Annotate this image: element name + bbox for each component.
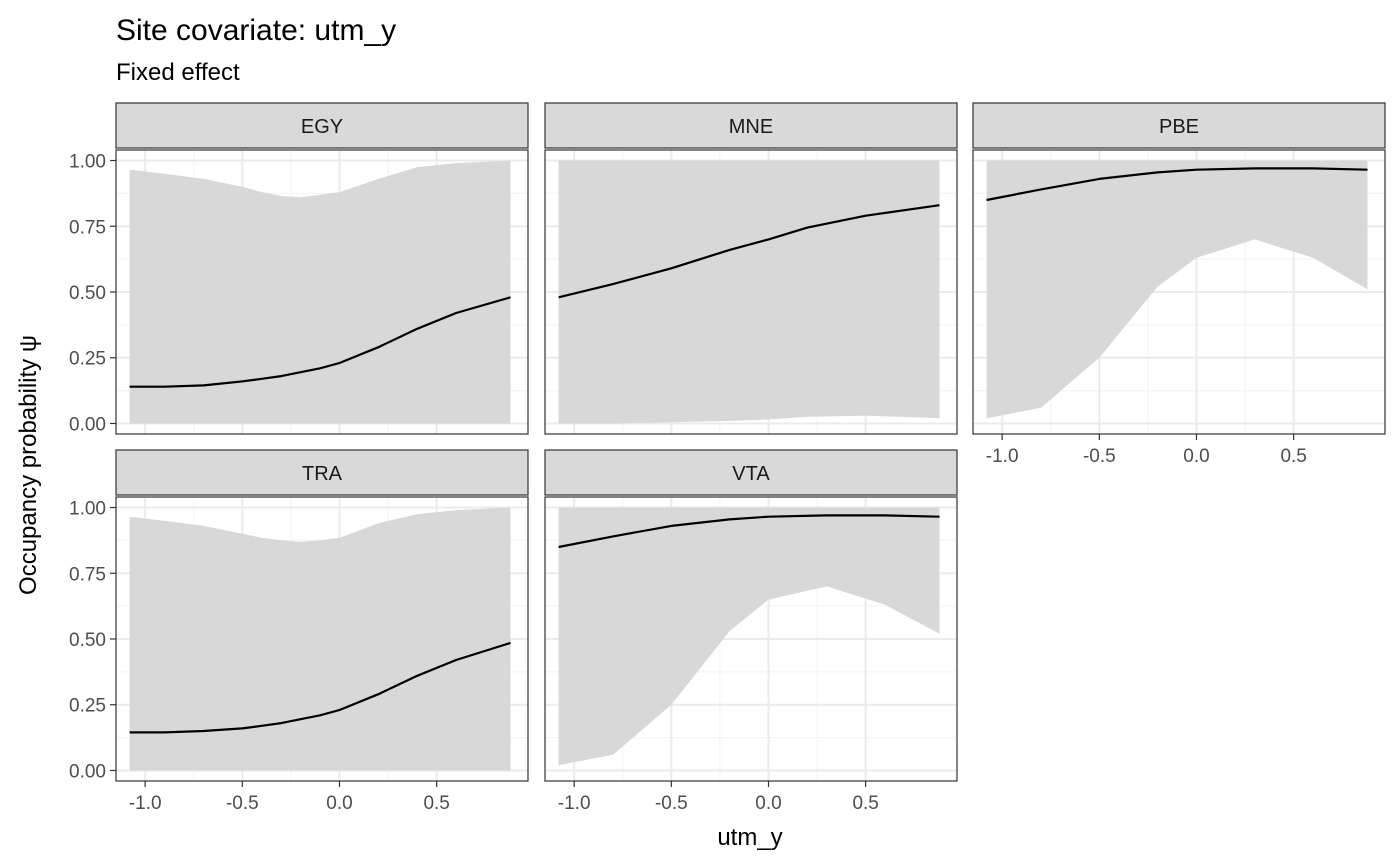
- strip-label: MNE: [729, 116, 773, 138]
- panel-border: [972, 149, 1386, 435]
- x-tick-label: -0.5: [655, 793, 688, 814]
- y-tick-label: 0.25: [69, 349, 106, 370]
- x-tick-label: -1.0: [129, 793, 162, 814]
- mean-line: [986, 167, 1368, 202]
- confidence-ribbon: [986, 160, 1368, 419]
- strip-label: EGY: [301, 116, 343, 138]
- panel-border: [544, 496, 958, 782]
- x-tick-label: -0.5: [1083, 446, 1116, 467]
- strip-background: [544, 449, 958, 496]
- strip-background: [544, 102, 958, 149]
- y-tick-label: 0.25: [69, 696, 106, 717]
- panel-vta: VTA -1.0 -0.5 0.0 0.5: [544, 449, 958, 814]
- x-tick-label: 0.0: [1183, 446, 1209, 467]
- x-tick-label: 0.5: [1280, 446, 1306, 467]
- confidence-ribbon: [129, 507, 511, 771]
- x-tick-label: -0.5: [226, 793, 259, 814]
- panel-border: [544, 149, 958, 435]
- y-tick-label: 1.00: [69, 499, 106, 520]
- x-tick-label: 0.0: [755, 793, 781, 814]
- strip-label: TRA: [302, 463, 343, 485]
- x-tick-label: 0.5: [852, 793, 878, 814]
- chart-title: Site covariate: utm_y: [116, 14, 396, 47]
- x-tick-label: -1.0: [558, 793, 591, 814]
- mean-line: [558, 514, 940, 549]
- strip-background: [115, 102, 529, 149]
- panel-egy: EGY 0.00 0.25 0.50 0.75 1.00: [69, 102, 529, 435]
- panel-mne: MNE: [544, 102, 958, 435]
- strip-label: VTA: [732, 463, 770, 485]
- strip-background: [115, 449, 529, 496]
- strip-label: PBE: [1159, 116, 1199, 138]
- confidence-ribbon: [558, 160, 940, 424]
- x-axis-title: utm_y: [717, 824, 782, 851]
- confidence-ribbon: [129, 160, 511, 424]
- chart-subtitle: Fixed effect: [116, 59, 240, 86]
- y-tick-label: 0.50: [69, 630, 106, 651]
- x-tick-label: -1.0: [986, 446, 1019, 467]
- y-tick-label: 0.75: [69, 217, 106, 238]
- y-tick-label: 0.50: [69, 283, 106, 304]
- panel-pbe: PBE -1.0 -0.5 0.0 0.5: [972, 102, 1386, 467]
- y-tick-label: 0.75: [69, 564, 106, 585]
- y-axis-title: Occupancy probability ψ: [15, 335, 42, 595]
- mean-line: [129, 641, 511, 734]
- mean-line: [558, 204, 940, 299]
- y-tick-label: 0.00: [69, 414, 106, 435]
- mean-line: [129, 296, 511, 388]
- y-tick-label: 1.00: [69, 152, 106, 173]
- x-tick-label: 0.0: [326, 793, 352, 814]
- strip-background: [972, 102, 1386, 149]
- panel-tra: TRA 0.00 0.25 0.50 0.75 1.00 -1.0 -0.5 0.0 0.5: [69, 449, 529, 814]
- confidence-ribbon: [558, 507, 940, 766]
- panels: EGY 0.00 0.25 0.50 0.75 1.00 MNE PBE -1.0 -0.5 0.0…: [69, 102, 1386, 814]
- x-tick-label: 0.5: [423, 793, 449, 814]
- y-tick-label: 0.00: [69, 761, 106, 782]
